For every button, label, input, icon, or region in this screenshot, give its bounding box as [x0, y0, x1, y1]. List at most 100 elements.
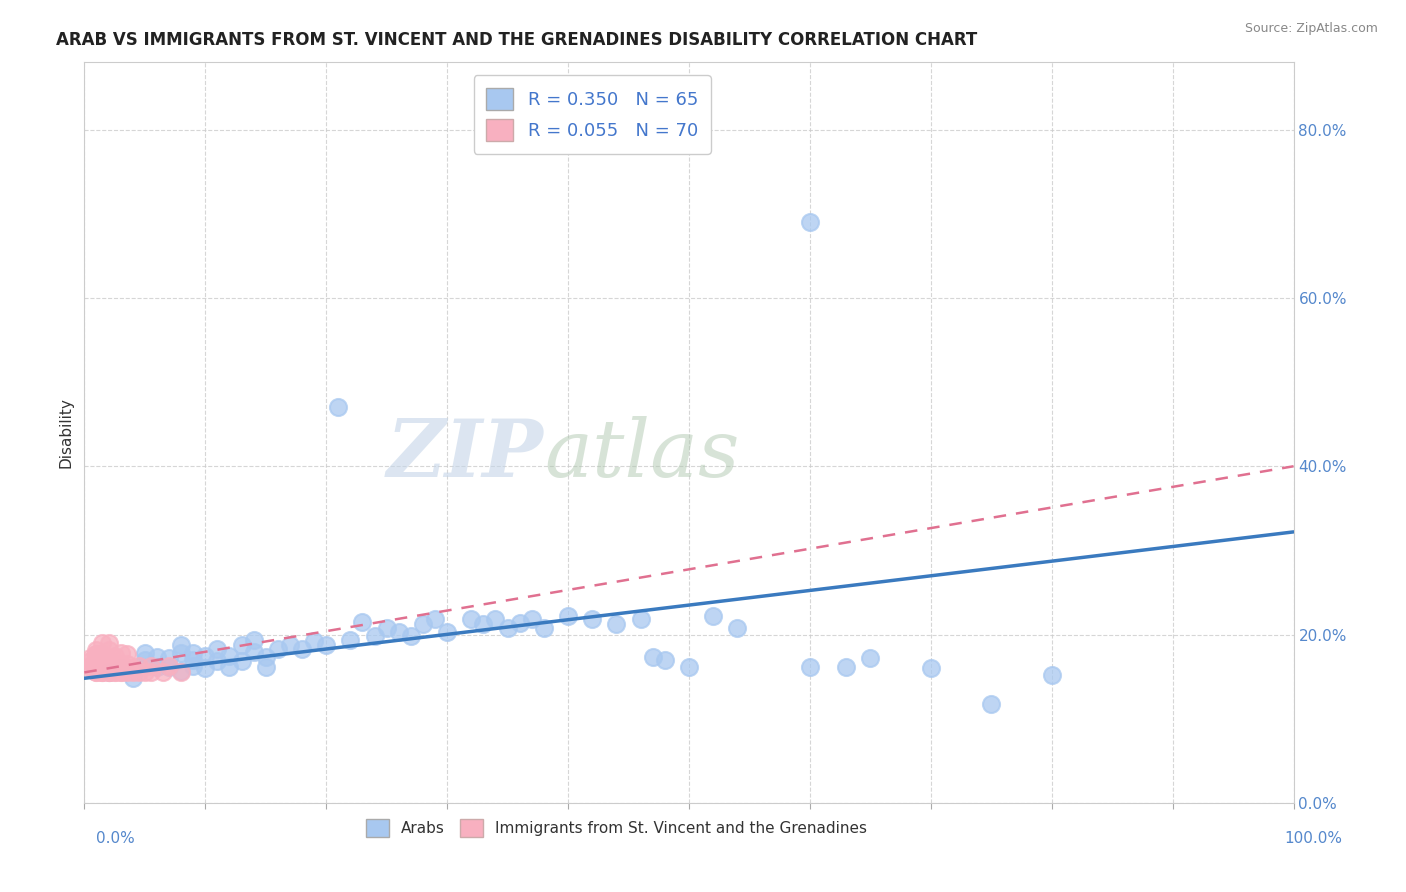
Point [363, 629, 385, 643]
Point [375, 621, 398, 635]
Point [110, 661, 132, 675]
Point [91, 636, 114, 650]
Point [799, 215, 821, 229]
Point [97, 642, 120, 657]
Point [79, 661, 101, 675]
Point [980, 697, 1002, 711]
Point [533, 621, 555, 635]
Text: ZIP: ZIP [387, 416, 544, 493]
Point [207, 654, 229, 668]
Point [115, 647, 138, 661]
Point [86, 665, 108, 680]
Point [181, 646, 204, 660]
Point [139, 658, 162, 673]
Point [207, 641, 229, 656]
Point [121, 671, 143, 685]
Point [157, 651, 180, 665]
Point [97, 665, 120, 680]
Point [423, 612, 446, 626]
Point [97, 665, 120, 680]
Point [557, 609, 579, 624]
Point [91, 653, 114, 667]
Point [91, 655, 114, 669]
Point [91, 657, 114, 671]
Point [170, 638, 193, 652]
Point [339, 633, 361, 648]
Point [86, 665, 108, 680]
Point [520, 612, 543, 626]
Point [170, 665, 193, 680]
Point [91, 647, 114, 661]
Point [91, 665, 114, 680]
Point [242, 645, 264, 659]
Point [91, 655, 114, 669]
Point [231, 638, 253, 652]
Point [97, 653, 120, 667]
Text: atlas: atlas [544, 416, 740, 493]
Point [91, 659, 114, 673]
Point [79, 813, 101, 827]
Point [157, 659, 180, 673]
Point [115, 657, 138, 671]
Point [128, 665, 150, 680]
Point [170, 664, 193, 678]
Point [254, 650, 277, 665]
Point [134, 665, 156, 680]
Point [104, 657, 127, 671]
Point [835, 659, 858, 673]
Point [302, 634, 325, 648]
Point [146, 650, 169, 665]
Point [104, 661, 127, 675]
Point [97, 661, 120, 675]
Text: 0.0%: 0.0% [96, 831, 135, 846]
Point [86, 651, 108, 665]
Point [110, 657, 132, 671]
Point [115, 661, 138, 675]
Point [315, 638, 337, 652]
Point [460, 612, 482, 626]
Point [181, 658, 204, 673]
Point [654, 653, 676, 667]
Point [472, 616, 495, 631]
Point [254, 659, 277, 673]
Point [86, 655, 108, 669]
Point [104, 663, 127, 677]
Point [91, 651, 114, 665]
Point [134, 646, 156, 660]
Text: ARAB VS IMMIGRANTS FROM ST. VINCENT AND THE GRENADINES DISABILITY CORRELATION CH: ARAB VS IMMIGRANTS FROM ST. VINCENT AND … [56, 31, 977, 49]
Point [121, 665, 143, 680]
Point [388, 625, 411, 640]
Point [630, 612, 652, 626]
Point [128, 658, 150, 673]
Point [104, 665, 127, 680]
Point [97, 663, 120, 677]
Point [581, 612, 603, 626]
Point [146, 659, 169, 673]
Point [86, 663, 108, 677]
Point [242, 633, 264, 648]
Point [110, 661, 132, 675]
Point [134, 653, 156, 667]
Point [97, 636, 120, 650]
Point [181, 653, 204, 667]
Point [436, 625, 458, 640]
Point [86, 647, 108, 661]
Point [110, 665, 132, 680]
Text: 100.0%: 100.0% [1285, 831, 1343, 846]
Point [799, 659, 821, 673]
Point [86, 658, 108, 673]
Point [496, 621, 519, 635]
Point [484, 612, 506, 626]
Point [152, 665, 174, 680]
Point [920, 661, 942, 675]
Point [86, 659, 108, 673]
Point [267, 641, 290, 656]
Point [91, 665, 114, 680]
Point [218, 649, 240, 664]
Point [399, 629, 422, 643]
Point [139, 665, 162, 680]
Point [641, 650, 664, 665]
Point [104, 648, 127, 663]
Point [79, 658, 101, 673]
Point [97, 665, 120, 680]
